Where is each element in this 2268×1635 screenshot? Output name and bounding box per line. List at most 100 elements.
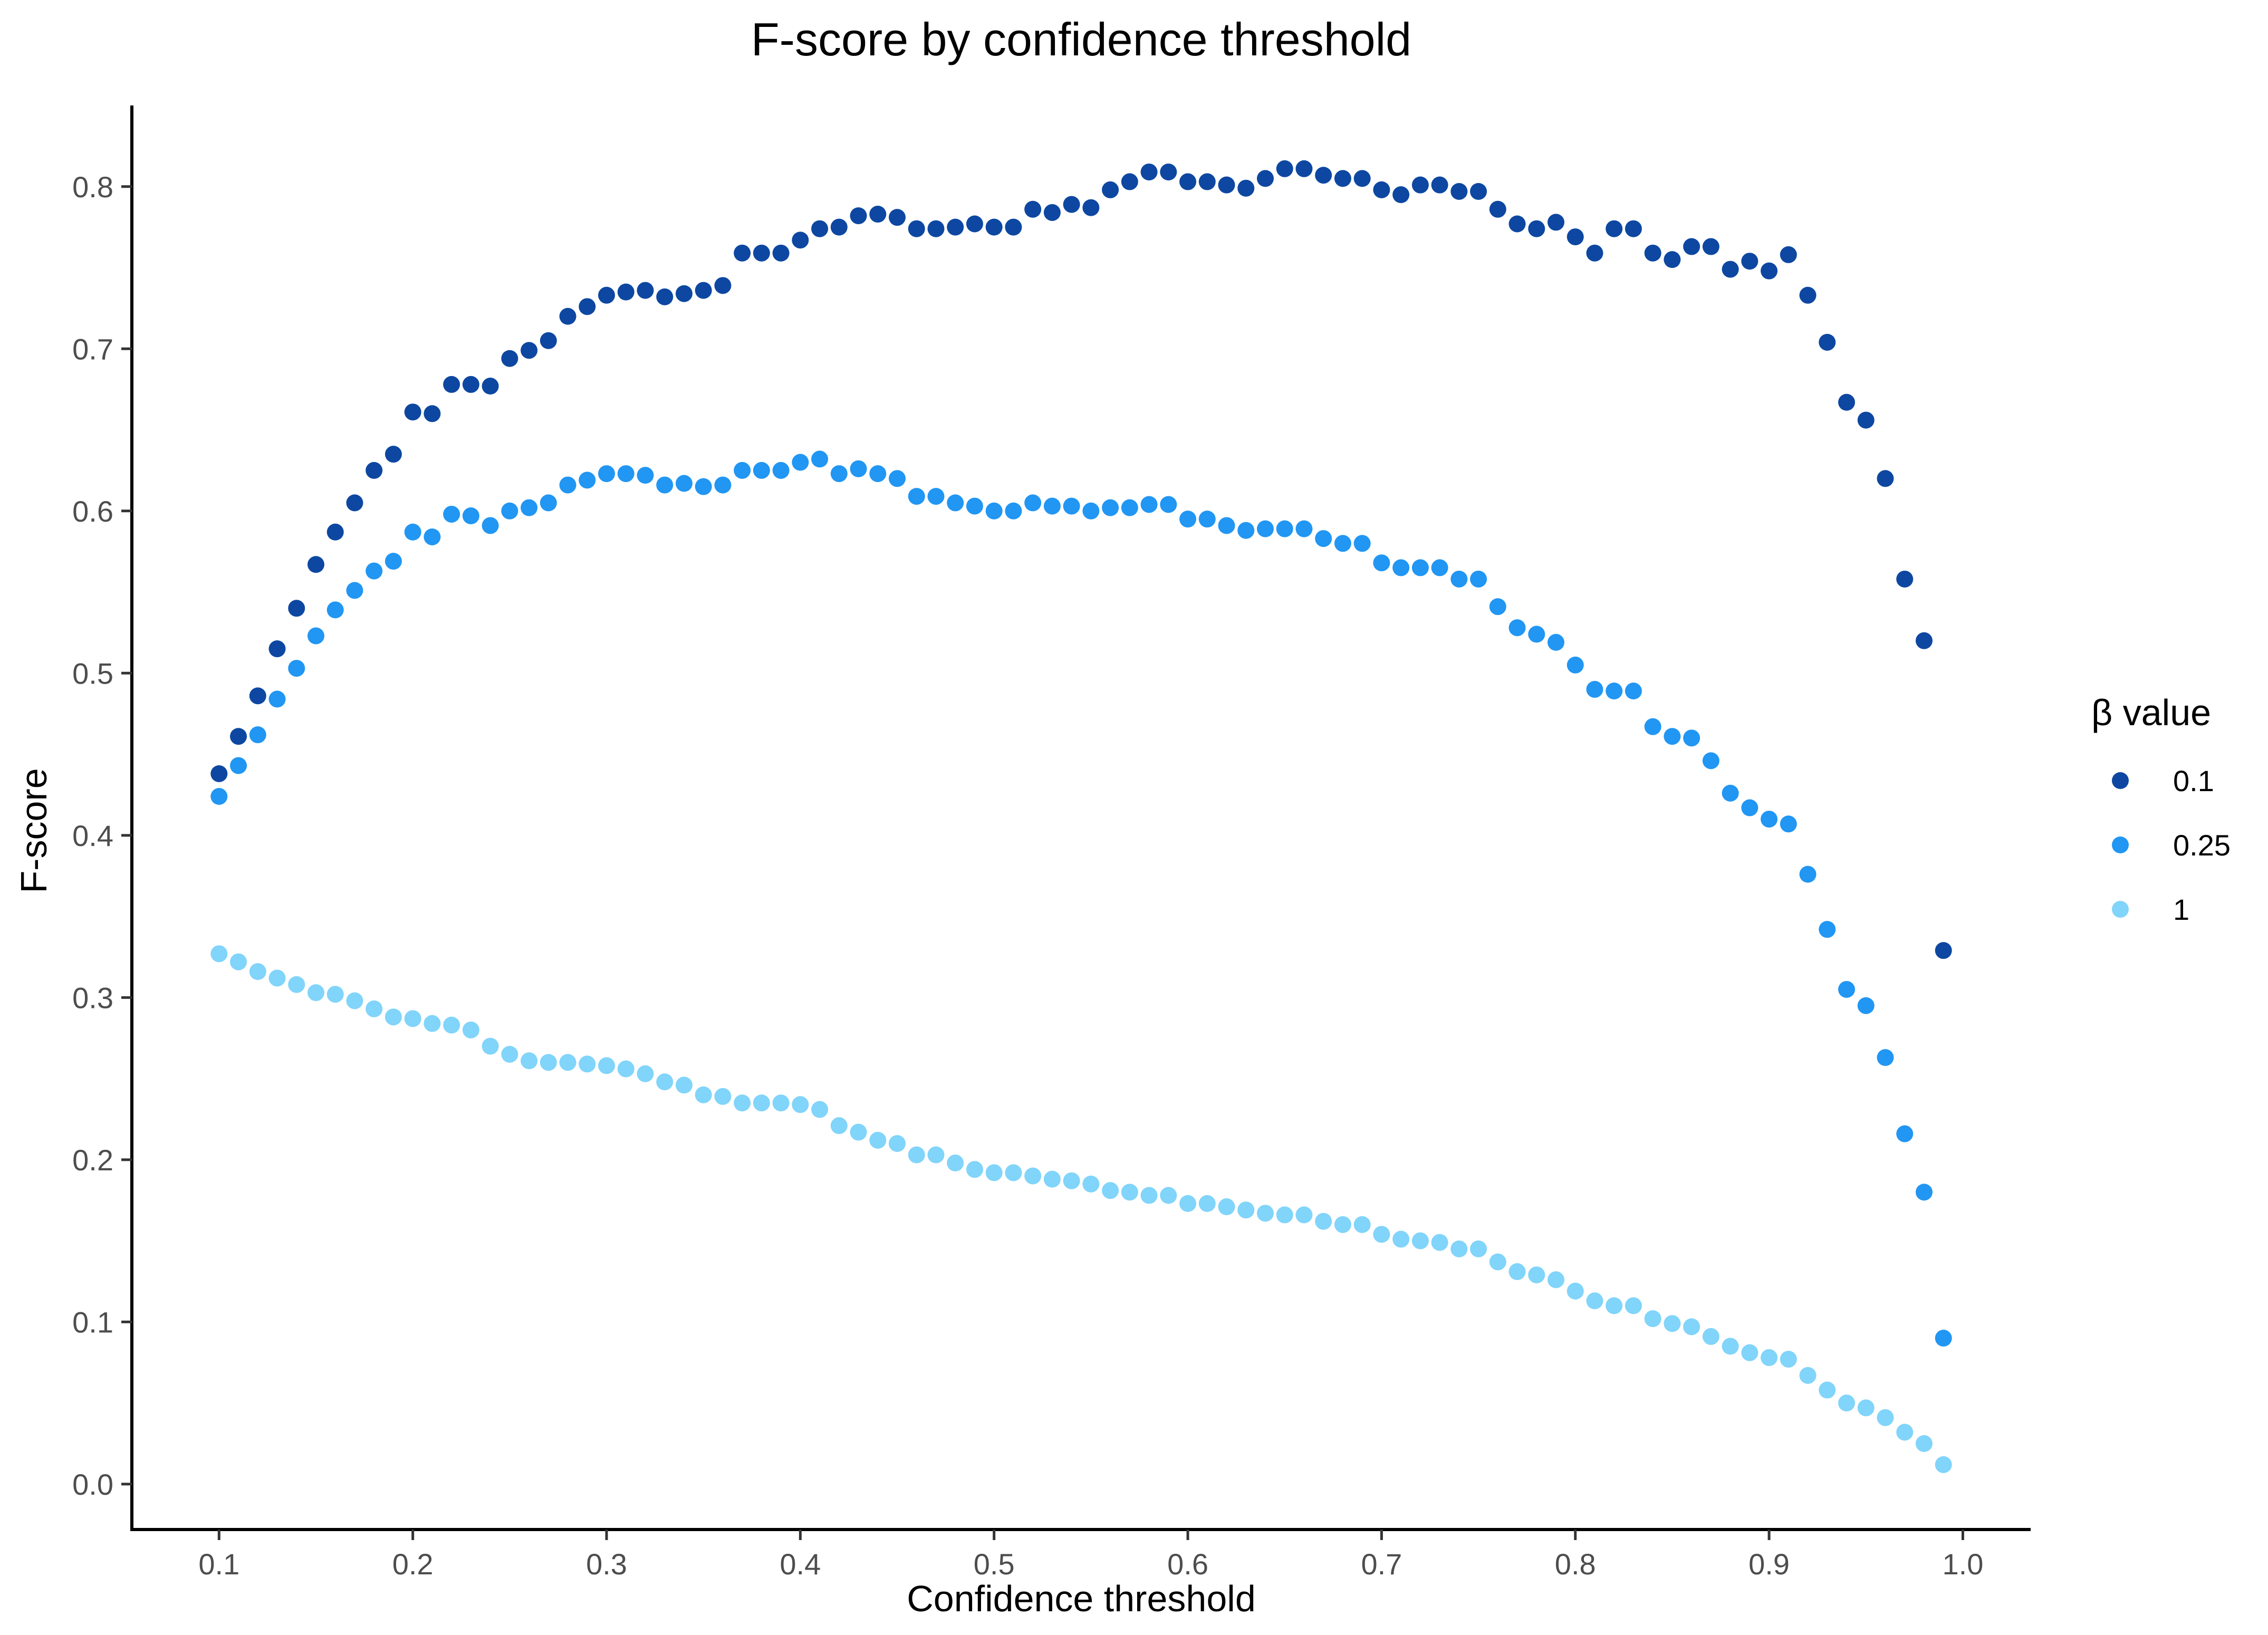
data-point xyxy=(947,494,964,512)
data-point xyxy=(1063,1172,1080,1189)
data-point xyxy=(1470,1240,1487,1257)
data-point xyxy=(1702,238,1719,255)
data-point xyxy=(1702,1328,1719,1345)
data-point xyxy=(559,1054,576,1071)
data-point xyxy=(559,476,576,494)
data-point xyxy=(1237,522,1255,539)
x-tick-label: 0.6 xyxy=(1167,1547,1208,1581)
data-point xyxy=(869,465,887,483)
data-point xyxy=(598,286,615,304)
data-point xyxy=(753,461,770,479)
data-point xyxy=(1198,1195,1216,1212)
data-point xyxy=(1606,682,1623,700)
data-point xyxy=(1528,220,1545,237)
data-point xyxy=(385,1008,402,1026)
data-point xyxy=(482,1037,499,1055)
series-0.25 xyxy=(210,450,1952,1347)
data-point xyxy=(675,1076,693,1094)
data-point xyxy=(230,757,247,774)
data-point xyxy=(830,218,848,236)
data-point xyxy=(1063,497,1080,515)
data-point xyxy=(1315,167,1332,184)
data-point xyxy=(326,986,344,1003)
data-point xyxy=(1780,815,1797,833)
data-point xyxy=(675,285,693,302)
data-point xyxy=(966,215,983,233)
data-point xyxy=(1256,520,1274,537)
data-point xyxy=(1431,1234,1448,1251)
data-point xyxy=(1470,570,1487,588)
data-point xyxy=(501,350,518,367)
data-point xyxy=(1043,204,1061,221)
data-point xyxy=(1799,1367,1817,1384)
data-point xyxy=(850,1123,867,1141)
data-point xyxy=(1043,1170,1061,1188)
data-point xyxy=(1140,164,1158,181)
data-point xyxy=(889,1135,906,1152)
data-point xyxy=(521,342,538,359)
y-tick-label: 0.3 xyxy=(72,981,113,1014)
data-point xyxy=(1606,220,1623,237)
data-point xyxy=(1819,1381,1836,1399)
data-point xyxy=(1644,1310,1661,1328)
data-point xyxy=(501,502,518,520)
data-point xyxy=(811,220,829,237)
data-point xyxy=(385,553,402,570)
data-point xyxy=(404,1010,421,1027)
plot-area: 0.1 0.2 0.3 0.4 0.5 0.6 0.7 0.8 0.9 1.0 0.0 0.1 0.2… xyxy=(72,105,2031,1581)
data-point xyxy=(1392,559,1410,576)
data-point xyxy=(947,1155,964,1172)
data-point xyxy=(1102,499,1119,516)
data-point xyxy=(1102,181,1119,198)
x-tick-label: 0.4 xyxy=(780,1547,821,1581)
x-axis-label: Confidence threshold xyxy=(907,1578,1256,1619)
data-point xyxy=(1625,682,1642,700)
data-point xyxy=(656,1073,674,1091)
data-point xyxy=(1179,173,1197,190)
data-point xyxy=(772,244,790,262)
data-point xyxy=(695,282,712,299)
y-tick-label: 0.5 xyxy=(72,657,113,690)
data-point xyxy=(1896,570,1914,588)
data-point xyxy=(521,1052,538,1070)
data-point xyxy=(1373,1226,1390,1243)
data-point xyxy=(617,283,635,301)
data-point xyxy=(249,687,266,705)
chart-title: F-score by confidence threshold xyxy=(751,13,1411,65)
data-point xyxy=(288,976,305,993)
data-point xyxy=(230,953,247,970)
data-point xyxy=(1256,1205,1274,1222)
data-point xyxy=(1450,1240,1468,1257)
data-point xyxy=(714,1088,732,1105)
data-point xyxy=(424,405,441,422)
data-point xyxy=(869,1131,887,1149)
data-point xyxy=(1625,1297,1642,1314)
data-point xyxy=(1761,262,1778,280)
data-point xyxy=(1548,214,1564,231)
data-point xyxy=(1722,784,1739,802)
data-point xyxy=(1935,1330,1952,1347)
data-point xyxy=(617,465,635,483)
data-point xyxy=(1373,554,1390,572)
data-point xyxy=(1179,511,1197,528)
data-point xyxy=(1857,1399,1875,1417)
data-point xyxy=(1334,170,1351,187)
data-point xyxy=(1819,921,1836,938)
data-point xyxy=(1877,1049,1894,1066)
data-point xyxy=(1218,176,1235,194)
data-points xyxy=(210,160,1952,1473)
x-tick-label: 0.9 xyxy=(1748,1547,1790,1581)
data-point xyxy=(714,476,732,494)
data-point xyxy=(985,1164,1003,1181)
data-point xyxy=(1121,1184,1138,1201)
data-point xyxy=(385,446,402,463)
x-tick-label: 0.8 xyxy=(1555,1547,1596,1581)
data-point xyxy=(1780,246,1797,263)
data-point xyxy=(1334,1216,1351,1233)
data-point xyxy=(734,244,751,262)
data-point xyxy=(307,984,324,1002)
data-point xyxy=(908,1146,925,1163)
data-point xyxy=(424,528,441,545)
data-point xyxy=(1838,393,1856,411)
data-point xyxy=(734,461,751,479)
